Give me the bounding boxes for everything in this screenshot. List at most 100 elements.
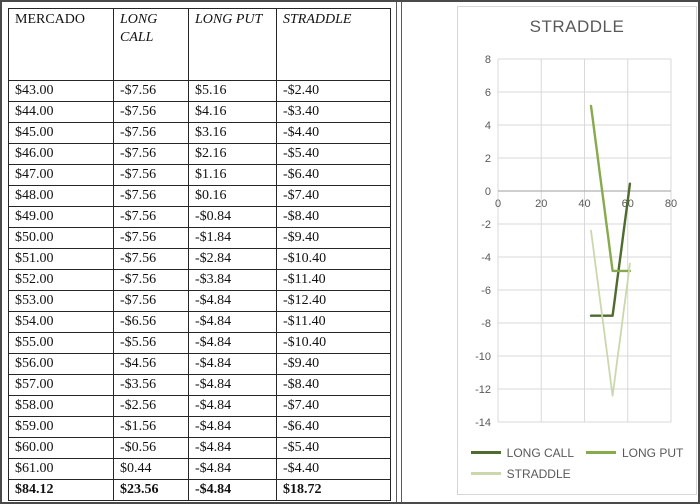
series-line-straddle <box>590 229 631 397</box>
table-cell: -$2.40 <box>276 80 391 102</box>
table-cell: -$6.40 <box>276 164 391 186</box>
table-cell: -$4.84 <box>188 458 277 480</box>
y-tick-label: -2 <box>481 219 491 231</box>
chart-legend-wrap: LONG CALL LONG PUT STRADDLE <box>458 441 696 481</box>
table-cell: -$2.84 <box>188 248 277 270</box>
table-cell: $56.00 <box>8 353 114 375</box>
legend-label: LONG CALL <box>506 445 574 460</box>
column-header: LONG CALL <box>113 8 189 81</box>
table-row: $54.00 -$6.56 -$4.84 -$11.40 <box>8 311 391 333</box>
column-header: MERCADO <box>8 8 114 81</box>
table-cell: -$6.56 <box>113 311 189 333</box>
table-cell: -$7.40 <box>276 395 391 417</box>
table-cell: -$7.56 <box>113 248 189 270</box>
x-tick-label: 0 <box>495 198 501 210</box>
table-cell: -$4.84 <box>188 374 277 396</box>
table-row: $58.00 -$2.56 -$4.84 -$7.40 <box>8 395 391 417</box>
table-row: $44.00 -$7.56 $4.16 -$3.40 <box>8 101 391 123</box>
y-tick-label: -14 <box>475 417 491 429</box>
table-cell: $44.00 <box>8 101 114 123</box>
table-cell: $57.00 <box>8 374 114 396</box>
table-cell: $49.00 <box>8 206 114 228</box>
table-row: $53.00 -$7.56 -$4.84 -$12.40 <box>8 290 391 312</box>
legend-line-swatch <box>470 451 501 454</box>
series-line-long-call <box>589 182 632 317</box>
table-cell: -$10.40 <box>276 248 391 270</box>
table-cell: -$8.40 <box>276 374 391 396</box>
y-tick-label: 4 <box>485 120 491 132</box>
table-cell: -$7.56 <box>113 80 189 102</box>
legend-row-2: STRADDLE <box>470 466 571 481</box>
table-cell: $48.00 <box>8 185 114 207</box>
table-cell: -$4.84 <box>188 437 277 459</box>
table-cell: -$3.84 <box>188 269 277 291</box>
table-cell: -$3.56 <box>113 374 189 396</box>
table-cell: $1.16 <box>188 164 277 186</box>
table-cell: -$7.40 <box>276 185 391 207</box>
table-row: $55.00 -$5.56 -$4.84 -$10.40 <box>8 332 391 354</box>
y-tick-label: 6 <box>485 87 491 99</box>
table-cell: $0.16 <box>188 185 277 207</box>
table-row: $47.00 -$7.56 $1.16 -$6.40 <box>8 164 391 186</box>
table-cell: $47.00 <box>8 164 114 186</box>
table-cell: -$1.84 <box>188 227 277 249</box>
table-cell: -$7.56 <box>113 101 189 123</box>
straddle-chart: STRADDLE 8 6 4 2 0 -2 -4 -6 -8 -10 -12 -14 0 20 40 60 80… <box>457 6 697 495</box>
table-cell: $2.16 <box>188 143 277 165</box>
table-cell: $52.00 <box>8 269 114 291</box>
table-cell: -$4.84 <box>188 332 277 354</box>
table-row: $51.00 -$7.56 -$2.84 -$10.40 <box>8 248 391 270</box>
table-cell: -$4.40 <box>276 122 391 144</box>
table-cell: -$2.56 <box>113 395 189 417</box>
table-header-row: MERCADO LONG CALL LONG PUT STRADDLE <box>8 8 391 81</box>
table-cell: $5.16 <box>188 80 277 102</box>
table-row: $45.00 -$7.56 $3.16 -$4.40 <box>8 122 391 144</box>
series-line-long-put <box>589 104 632 273</box>
table-cell: $60.00 <box>8 437 114 459</box>
table-row: $46.00 -$7.56 $2.16 -$5.40 <box>8 143 391 165</box>
table-cell: $84.12 <box>8 479 114 501</box>
table-cell: -$7.56 <box>113 164 189 186</box>
legend-item-long-call: LONG CALL <box>470 445 574 460</box>
table-cell: $59.00 <box>8 416 114 438</box>
table-cell: -$11.40 <box>276 269 391 291</box>
table-cell: -$7.56 <box>113 269 189 291</box>
y-tick-label: -8 <box>481 318 491 330</box>
table-cell: $51.00 <box>8 248 114 270</box>
table-cell: -$7.56 <box>113 143 189 165</box>
column-header: STRADDLE <box>276 8 391 81</box>
table-cell: $43.00 <box>8 80 114 102</box>
table-cell: $4.16 <box>188 101 277 123</box>
table-cell: -$11.40 <box>276 311 391 333</box>
panel-divider <box>396 2 402 502</box>
table-cell: -$4.84 <box>188 479 277 501</box>
table-row: $56.00 -$4.56 -$4.84 -$9.40 <box>8 353 391 375</box>
table-row: $48.00 -$7.56 $0.16 -$7.40 <box>8 185 391 207</box>
table-cell: $0.44 <box>113 458 189 480</box>
table-cell: -$4.84 <box>188 395 277 417</box>
x-tick-label: 40 <box>578 198 590 210</box>
table-cell: -$4.56 <box>113 353 189 375</box>
table-cell: -$7.56 <box>113 290 189 312</box>
legend-label: STRADDLE <box>506 466 571 481</box>
table-cell: -$4.84 <box>188 353 277 375</box>
table-row: $57.00 -$3.56 -$4.84 -$8.40 <box>8 374 391 396</box>
y-tick-label: -4 <box>481 252 491 264</box>
chart-legend: LONG CALL LONG PUT STRADDLE <box>470 445 683 481</box>
y-tick-label: -6 <box>481 285 491 297</box>
table-cell: -$9.40 <box>276 227 391 249</box>
table-cell: $3.16 <box>188 122 277 144</box>
table-cell: -$7.56 <box>113 122 189 144</box>
table-row: $61.00 $0.44 -$4.84 -$4.40 <box>8 458 391 480</box>
y-tick-label: -12 <box>475 384 491 396</box>
legend-item-long-put: LONG PUT <box>586 446 683 460</box>
table-cell: -$6.40 <box>276 416 391 438</box>
table-row: $43.00 -$7.56 $5.16 -$2.40 <box>8 80 391 102</box>
table-cell: -$8.40 <box>276 206 391 228</box>
legend-item-straddle: STRADDLE <box>470 466 571 481</box>
table-cell: -$12.40 <box>276 290 391 312</box>
table-cell: -$0.56 <box>113 437 189 459</box>
table-cell: -$10.40 <box>276 332 391 354</box>
